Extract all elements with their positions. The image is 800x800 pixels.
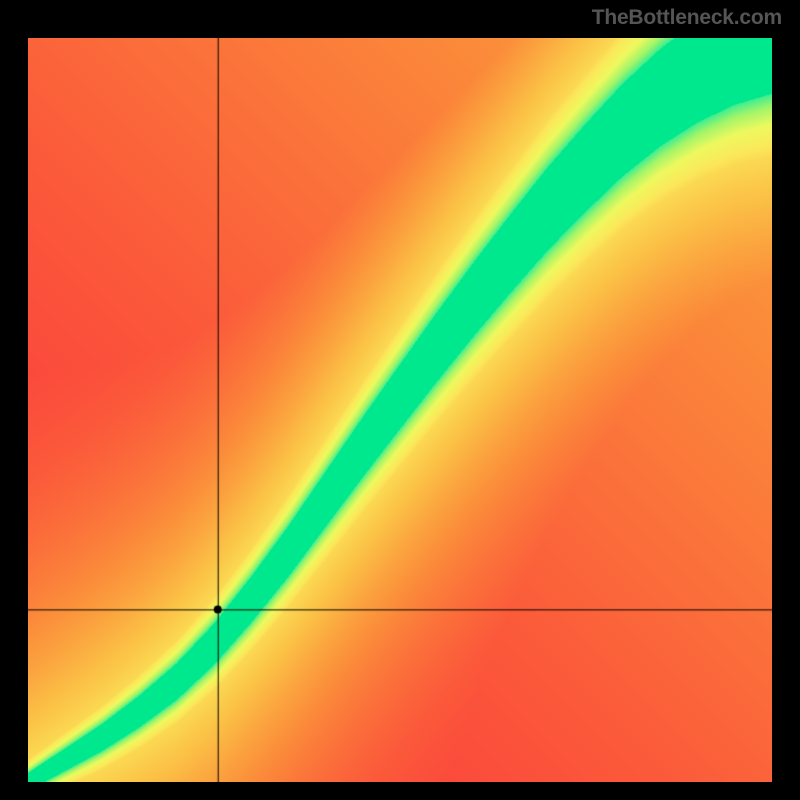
heatmap-canvas bbox=[28, 38, 772, 782]
plot-area bbox=[28, 38, 772, 782]
chart-container: TheBottleneck.com bbox=[0, 0, 800, 800]
watermark-text: TheBottleneck.com bbox=[592, 6, 782, 30]
